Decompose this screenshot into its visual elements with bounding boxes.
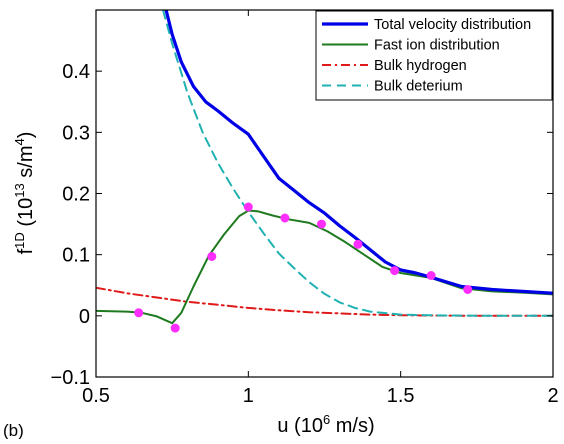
y-axis-label-post: s/m	[15, 146, 37, 184]
y-axis-label-mid-sup: 13	[12, 183, 27, 197]
legend-box	[315, 10, 553, 101]
data-point	[207, 252, 217, 261]
y-tick-label: 0	[79, 306, 90, 328]
y-axis-label-f-sup: 1D	[12, 232, 27, 249]
data-point	[390, 266, 400, 276]
axes-layer: 0.5 1 1.5 2 −0.1 0 0.1 0.2 0.3 0.4	[51, 9, 559, 407]
y-axis-label-post-sup: 4	[12, 138, 27, 145]
y-axis-label-f: f	[15, 248, 37, 254]
marker-layer	[134, 202, 473, 333]
series-line-total-velocity-distribution	[164, 10, 553, 295]
y-tick-label: 0.3	[62, 122, 90, 144]
x-axis-label-rest: m/s)	[330, 415, 374, 437]
x-tick-label: 0.5	[82, 385, 110, 407]
legend-label-bulk-deterium: Bulk deterium	[374, 79, 463, 95]
legend-label-total-velocity-distribution: Total velocity distribution	[374, 17, 531, 33]
data-point	[134, 308, 144, 318]
x-axis-label: u (106 m/s)	[277, 412, 374, 437]
data-point	[353, 239, 363, 249]
data-point	[170, 323, 180, 333]
data-point	[426, 271, 436, 280]
y-tick-label: 0.4	[62, 61, 90, 83]
x-axis-label-sup: 6	[323, 412, 330, 427]
legend-label-bulk-hydrogen: Bulk hydrogen	[374, 58, 467, 74]
y-axis-label-mid: (10	[15, 198, 37, 232]
legend-label-fast-ion-distribution: Fast ion distribution	[374, 38, 500, 54]
y-axis-label: f1D (1013 s/m4)	[12, 132, 37, 255]
y-tick-label: −0.1	[51, 367, 90, 389]
data-point	[243, 202, 253, 212]
y-tick-label: 0.2	[62, 184, 90, 206]
series-line-bulk-deterium	[162, 10, 553, 317]
data-point	[317, 219, 326, 229]
data-point	[280, 213, 290, 223]
y-axis-label-end: )	[15, 132, 37, 139]
x-tick-label: 1.5	[387, 385, 415, 407]
data-point	[463, 285, 473, 294]
x-tick-label: 1	[243, 385, 254, 407]
x-tick-label: 2	[547, 385, 558, 407]
legend: Total velocity distribution Fast ion dist…	[315, 10, 553, 101]
y-tick-label: 0.1	[62, 245, 90, 267]
panel-label: (b)	[3, 421, 24, 439]
x-axis-label-base: u (10	[277, 415, 323, 437]
